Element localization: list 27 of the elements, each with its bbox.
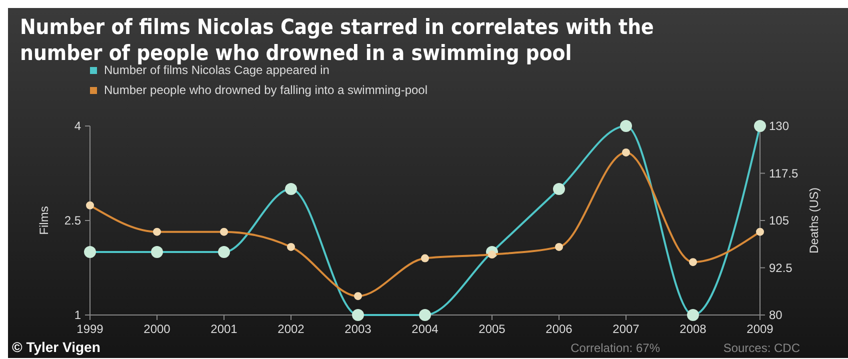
- x-tick-label: 2001: [210, 322, 238, 336]
- x-tick-label: 2009: [746, 322, 774, 336]
- y2-tick-label: 117.5: [769, 166, 798, 180]
- chart-title: Number of films Nicolas Cage starred in correlates with the number of people who drowned in a swimming pool: [20, 15, 654, 65]
- legend-label: Number people who drowned by falling into a swimming-pool: [104, 83, 428, 97]
- x-tick-label: 2007: [612, 322, 640, 336]
- y2-tick-label: 80: [769, 308, 783, 322]
- source-note: Sources: CDC: [723, 341, 800, 355]
- y-tick-label: 4: [74, 119, 82, 133]
- y2-tick-label: 130: [769, 119, 790, 133]
- x-tick-label: 2006: [546, 322, 573, 336]
- y2-axis-title: Deaths (US): [807, 187, 821, 254]
- x-tick-label: 1999: [76, 322, 104, 336]
- y-tick-label: 2.5: [64, 214, 82, 228]
- text: © Tyler Vigen: [12, 339, 100, 355]
- x-tick-label: 2002: [278, 322, 305, 336]
- y2-tick-label: 92.5: [769, 260, 793, 275]
- x-tick-label: 2008: [680, 322, 707, 336]
- y-tick-label: 1: [74, 308, 82, 322]
- legend-label: Number of films Nicolas Cage appeared in: [104, 63, 330, 77]
- x-tick-label: 2000: [144, 322, 171, 336]
- x-tick-label: 2005: [478, 322, 506, 336]
- y2-tick-label: 105: [769, 214, 790, 228]
- x-tick-label: 2003: [344, 322, 372, 336]
- y-axis-title: Films: [37, 206, 51, 235]
- x-tick-label: 2004: [412, 322, 439, 336]
- text: Correlation: 67%: [570, 341, 660, 355]
